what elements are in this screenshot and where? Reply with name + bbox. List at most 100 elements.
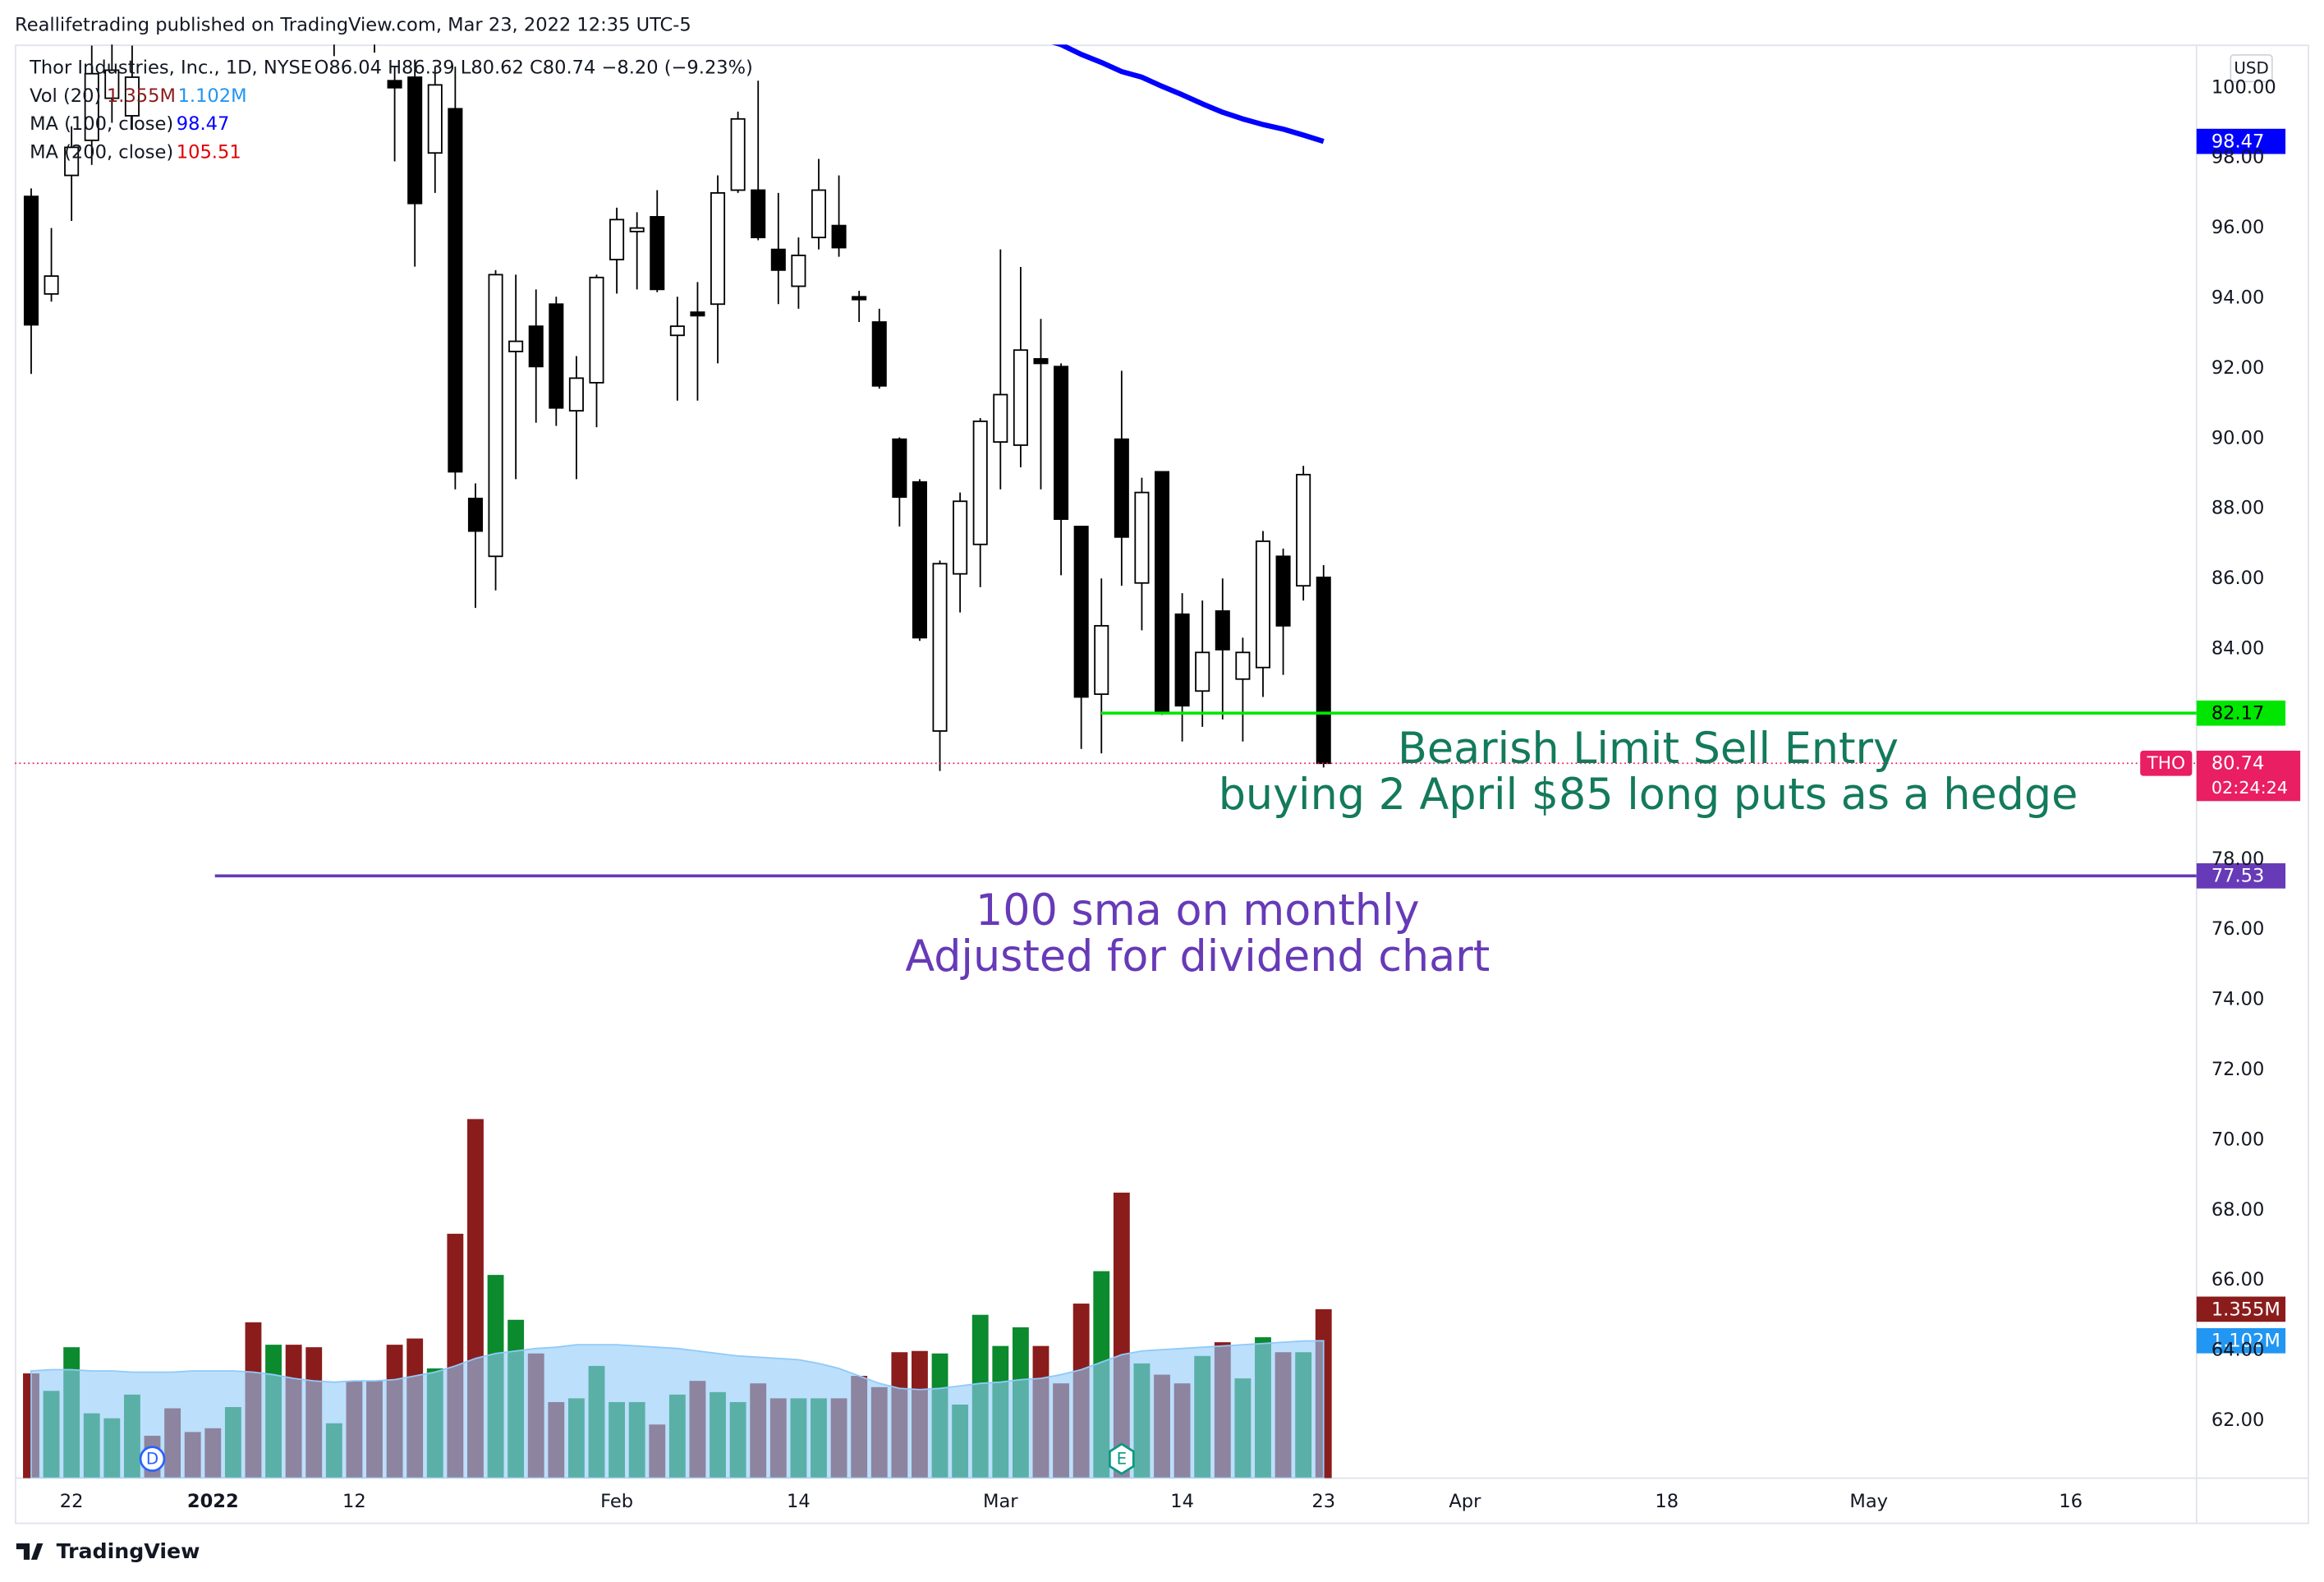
candle-body	[387, 80, 402, 89]
y-tick-label: 76.00	[2211, 918, 2265, 940]
y-tick-label: 78.00	[2211, 848, 2265, 870]
candle-body	[488, 274, 503, 558]
y-tick-label: 68.00	[2211, 1199, 2265, 1221]
candle-body	[1296, 473, 1311, 587]
level-badge	[2196, 862, 2286, 889]
candle-body	[44, 275, 59, 295]
volume-badge-label: 1.102M	[2211, 1331, 2280, 1352]
ma100-badge	[2196, 128, 2286, 154]
legend-item: MA (100, close)	[30, 113, 173, 135]
x-tick-label: Apr	[1449, 1491, 1481, 1512]
candle-body	[589, 276, 604, 384]
legend-item: 1.102M	[178, 85, 247, 107]
y-tick-label: 74.00	[2211, 989, 2265, 1010]
volume-ma-area	[30, 1340, 1325, 1479]
candle-body	[650, 216, 665, 291]
candle-body	[690, 311, 705, 317]
candle-body	[932, 563, 948, 732]
header: Reallifetrading published on TradingView…	[15, 14, 691, 35]
legend-item: Vol (20)	[30, 85, 101, 107]
candle-body	[1255, 540, 1270, 669]
y-tick-label: 92.00	[2211, 357, 2265, 379]
candle-body	[751, 189, 766, 239]
annotation: Adjusted for dividend chart	[905, 931, 1490, 982]
candle-body	[730, 117, 746, 191]
candle-body	[1154, 471, 1170, 713]
x-tick-label: 12	[342, 1491, 366, 1512]
legend-item: 1.355M	[107, 85, 176, 107]
candle-body	[23, 195, 39, 326]
symbol-badge	[2140, 750, 2193, 776]
level-badge-label: 82.17	[2211, 703, 2265, 724]
candle-body	[1094, 624, 1109, 696]
y-tick-label: 98.00	[2211, 147, 2265, 168]
candle-body	[528, 325, 544, 368]
y-tick-label: 72.00	[2211, 1059, 2265, 1080]
candle-body	[427, 84, 443, 154]
ma100-line	[1051, 44, 1325, 145]
annotation: 100 sma on monthly	[976, 885, 1420, 936]
x-tick-label: 16	[2059, 1491, 2083, 1512]
y-tick-label: 90.00	[2211, 427, 2265, 448]
candle-body	[448, 108, 463, 473]
legend-item: Thor Industries, Inc., 1D, NYSE	[29, 57, 312, 79]
candle-body	[1134, 491, 1150, 584]
candle-body	[104, 69, 120, 99]
candle-body	[831, 224, 847, 249]
y-tick-label: 96.00	[2211, 217, 2265, 238]
candle-body	[124, 76, 140, 117]
footer: TradingView	[57, 1539, 200, 1563]
level-badge-label: 77.53	[2211, 866, 2265, 887]
currency-box	[2230, 53, 2273, 83]
event-marker	[1109, 1442, 1135, 1475]
candle-body	[1033, 357, 1049, 365]
x-tick-label: 14	[787, 1491, 811, 1512]
candle-body	[1174, 613, 1190, 707]
candle-body	[64, 146, 80, 177]
candle-body	[467, 497, 483, 532]
legend-item: 105.51	[177, 142, 241, 163]
candle-body	[1235, 651, 1251, 680]
frame	[15, 44, 2309, 1525]
candle-body	[791, 255, 806, 287]
y-tick-label: 70.00	[2211, 1129, 2265, 1150]
candle-body	[84, 72, 99, 141]
x-tick-label: 14	[1170, 1491, 1194, 1512]
x-tick-label: 23	[1311, 1491, 1335, 1512]
candle-body	[1195, 651, 1210, 692]
candle-body	[508, 340, 524, 352]
symbol-badge-label: THO	[2147, 753, 2186, 774]
candle-body	[852, 296, 867, 301]
candle-body	[669, 325, 685, 337]
x-tick-label: 2022	[187, 1491, 239, 1512]
last-price-label: 80.74	[2211, 753, 2265, 775]
last-price-badge	[2196, 750, 2301, 802]
x-tick-label: Mar	[983, 1491, 1018, 1512]
legend-item: O86.04 H86.39 L80.62 C80.74 −8.20 (−9.23…	[315, 57, 753, 79]
event-marker	[139, 1446, 166, 1472]
candle-body	[1073, 526, 1089, 698]
legend-item: 98.47	[177, 113, 230, 135]
y-tick-label: 94.00	[2211, 287, 2265, 309]
logo-mark	[16, 1543, 44, 1560]
level-badge	[2196, 700, 2286, 726]
annotation: Bearish Limit Sell Entry	[1398, 724, 1899, 774]
candle-body	[871, 321, 887, 387]
event-label: D	[146, 1449, 158, 1468]
volume-badge	[2196, 1296, 2286, 1322]
footer-logo: TradingView	[16, 1539, 200, 1563]
candle-body	[972, 420, 988, 545]
candle-body	[549, 303, 564, 409]
y-tick-label: 64.00	[2211, 1340, 2265, 1361]
x-tick-label: Feb	[600, 1491, 633, 1512]
plot-area	[15, 44, 2197, 1479]
y-tick-label: 66.00	[2211, 1269, 2265, 1290]
candle-body	[407, 76, 423, 205]
candle-body	[629, 227, 645, 232]
annotation: buying 2 April $85 long puts as a hedge	[1219, 770, 2078, 820]
candle-body	[1275, 555, 1291, 627]
